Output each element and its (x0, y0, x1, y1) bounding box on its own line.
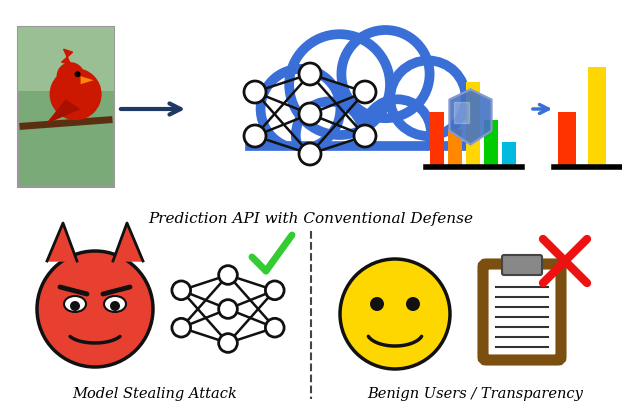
Circle shape (219, 334, 238, 352)
Bar (430, 113, 444, 168)
FancyBboxPatch shape (502, 256, 542, 275)
Polygon shape (453, 102, 468, 124)
Circle shape (261, 70, 340, 149)
Circle shape (57, 63, 85, 91)
Circle shape (354, 126, 376, 148)
FancyBboxPatch shape (483, 264, 561, 360)
Bar (484, 121, 498, 168)
Bar (502, 142, 516, 168)
Circle shape (289, 35, 390, 136)
Circle shape (299, 104, 321, 126)
Circle shape (244, 126, 266, 148)
Circle shape (354, 82, 376, 104)
Bar (249, 144, 470, 174)
Text: Model Stealing Attack: Model Stealing Attack (73, 386, 238, 400)
Circle shape (75, 72, 81, 78)
Circle shape (219, 300, 238, 319)
Ellipse shape (64, 296, 86, 312)
Polygon shape (113, 224, 143, 261)
Wedge shape (50, 69, 101, 121)
Circle shape (370, 297, 384, 311)
Circle shape (364, 100, 431, 167)
Circle shape (266, 319, 284, 337)
Bar (558, 113, 576, 168)
Polygon shape (81, 77, 93, 85)
Circle shape (110, 301, 120, 311)
Circle shape (299, 64, 321, 86)
Text: Benign Users / Transparency: Benign Users / Transparency (367, 386, 583, 400)
Circle shape (266, 281, 284, 300)
Circle shape (70, 301, 80, 311)
Text: Prediction API with Conventional Defense: Prediction API with Conventional Defense (149, 211, 473, 226)
Bar (18, 28, 114, 92)
Polygon shape (47, 224, 77, 261)
Circle shape (244, 82, 266, 104)
Polygon shape (45, 100, 81, 125)
Polygon shape (62, 50, 73, 65)
Circle shape (172, 281, 190, 300)
Circle shape (390, 61, 466, 137)
Bar (466, 83, 480, 168)
Circle shape (296, 102, 363, 169)
Bar (588, 68, 606, 168)
Bar (18, 28, 114, 188)
Polygon shape (450, 90, 491, 145)
Circle shape (37, 252, 153, 367)
Circle shape (219, 266, 238, 285)
Ellipse shape (104, 296, 126, 312)
Bar (448, 130, 462, 168)
Circle shape (172, 319, 190, 337)
Circle shape (341, 31, 430, 119)
Circle shape (340, 259, 450, 369)
Circle shape (406, 297, 420, 311)
Circle shape (299, 144, 321, 166)
